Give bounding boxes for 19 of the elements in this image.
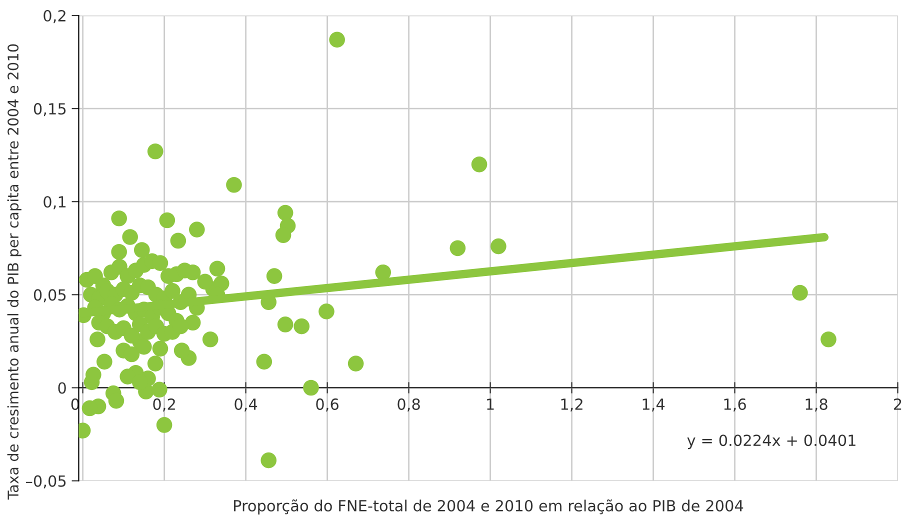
x-tick-label: 0,8 xyxy=(398,398,420,412)
y-axis-title: Taxa de cresimento anual do PIB per capita entre 2004 e 2010 xyxy=(7,44,22,500)
x-tick-label: 0,2 xyxy=(153,398,175,412)
y-tick-label: 0,15 xyxy=(34,103,66,116)
y-tick-label: 0,1 xyxy=(44,196,66,210)
y-tick-label: 0,05 xyxy=(34,289,66,302)
x-tick-label: 0,6 xyxy=(316,398,338,412)
x-tick-label: 1,6 xyxy=(724,398,746,412)
y-tick-label: –0,05 xyxy=(26,475,66,488)
x-tick-label: 1 xyxy=(487,398,494,410)
y-tick-label: 0,2 xyxy=(44,10,66,24)
x-tick-label: 1,2 xyxy=(561,398,582,412)
x-axis-title: Proporção do FNE-total de 2004 e 2010 em relação ao PIB de 2004 xyxy=(234,499,744,514)
x-tick-label: 1,8 xyxy=(806,398,828,412)
x-tick-label: 2 xyxy=(894,398,902,410)
annotation: y = 0.0224x + 0.0401 xyxy=(687,434,856,450)
x-tick-label: 1,4 xyxy=(642,398,665,412)
y-tick-label: 0 xyxy=(58,382,66,394)
x-tick-label: 0,4 xyxy=(234,398,258,412)
